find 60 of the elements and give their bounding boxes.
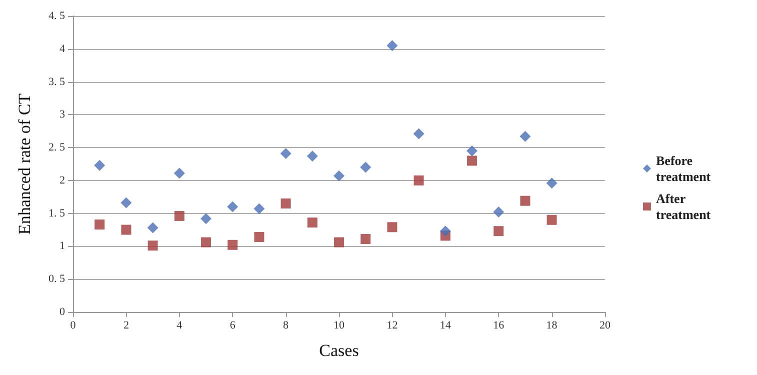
point: [227, 201, 238, 212]
y-tick-label: 1. 5: [48, 207, 66, 220]
point: [334, 170, 344, 182]
point: [121, 224, 132, 235]
point: [174, 168, 185, 179]
y-tick-label: 2: [60, 174, 65, 186]
point: [440, 226, 451, 237]
x-tick-label: 0: [70, 320, 76, 332]
point: [280, 148, 292, 159]
y-tick-label: 0: [60, 306, 66, 318]
x-tick-label: 20: [600, 320, 611, 332]
point: [546, 178, 558, 189]
x-tick-label: 2: [123, 320, 129, 332]
x-tick-label: 16: [493, 320, 505, 332]
point: [94, 220, 105, 230]
x-tick-label: 8: [283, 320, 290, 332]
x-tick-label: 14: [440, 320, 452, 332]
y-tick-label: 1: [60, 240, 65, 252]
point: [466, 145, 478, 156]
point: [546, 214, 557, 225]
y-tick-label: 2. 5: [48, 142, 66, 154]
point: [148, 240, 158, 251]
x-tick-label: 4: [176, 320, 183, 332]
point: [493, 206, 504, 218]
legend-label: After treatment: [656, 191, 712, 222]
point: [201, 237, 211, 248]
x-axis-title: Cases: [319, 341, 359, 360]
point: [467, 156, 477, 166]
point: [360, 234, 371, 244]
point: [413, 128, 424, 140]
x-tick-label: 12: [386, 320, 398, 332]
point: [520, 196, 530, 206]
y-tick-label: 3: [60, 108, 66, 121]
y-tick-label: 4: [60, 42, 66, 55]
point: [254, 203, 265, 214]
point: [520, 130, 531, 142]
point: [147, 222, 158, 234]
x-tick-label: 10: [334, 320, 345, 332]
point: [494, 226, 504, 236]
point: [360, 162, 372, 173]
point: [280, 198, 291, 208]
point: [414, 175, 424, 186]
point: [94, 160, 106, 171]
point: [307, 218, 318, 228]
y-tick-label: 0. 5: [48, 273, 66, 286]
point: [174, 210, 184, 221]
point: [120, 197, 132, 208]
x-tick-label: 6: [230, 320, 236, 332]
point: [386, 40, 398, 52]
point: [200, 213, 212, 224]
y-tick-label: 4. 5: [48, 10, 66, 22]
point: [306, 150, 318, 162]
y-tick-label: 3. 5: [48, 76, 66, 88]
legend-label: Before treatment: [656, 153, 712, 184]
point: [254, 232, 264, 242]
x-tick-label: 18: [546, 320, 558, 332]
point: [334, 237, 344, 248]
point: [387, 222, 398, 232]
y-axis-title: Enhanced rate of CT: [15, 92, 34, 235]
point: [228, 240, 238, 250]
